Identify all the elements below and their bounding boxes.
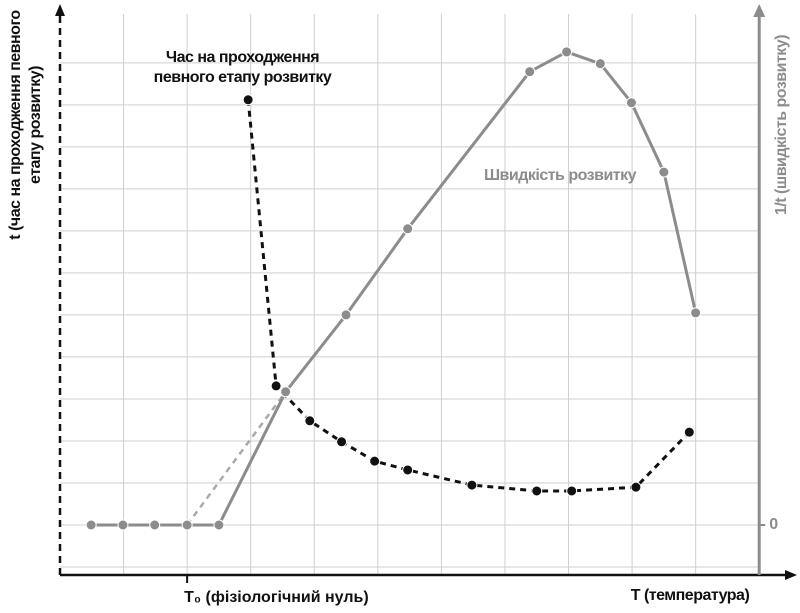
- y-axis-arrow: [55, 4, 65, 16]
- point: [280, 386, 292, 398]
- point: [531, 485, 543, 497]
- x-axis-arrow: [785, 570, 797, 580]
- point: [561, 46, 573, 58]
- point: [213, 519, 225, 531]
- point: [242, 94, 254, 106]
- point: [270, 380, 282, 392]
- x-axis-label: T (температура): [630, 587, 750, 604]
- point: [683, 426, 695, 438]
- point: [402, 223, 414, 235]
- point: [566, 485, 578, 497]
- point: [524, 66, 536, 78]
- point: [402, 464, 414, 476]
- point: [690, 307, 702, 319]
- series-line: [246, 99, 691, 493]
- point: [369, 455, 381, 467]
- point: [117, 519, 129, 531]
- point: [594, 58, 606, 70]
- point: [340, 309, 352, 321]
- point: [304, 415, 316, 427]
- point: [466, 479, 478, 491]
- x-tick-label: T₀ (фізіологічний нуль): [184, 589, 369, 606]
- point: [149, 519, 161, 531]
- point: [336, 436, 348, 448]
- series-label: Швидкість розвитку: [483, 167, 637, 184]
- series-label: Час на проходження певного етапу розвитк…: [153, 49, 332, 86]
- y2-axis-arrow: [753, 4, 766, 17]
- y-axis-label: t (час на проходження певного етапу розв…: [7, 10, 44, 240]
- point: [625, 97, 637, 109]
- y2-tick-label: 0: [769, 516, 778, 533]
- point: [630, 481, 642, 493]
- point: [658, 166, 670, 178]
- series-line: [91, 50, 698, 527]
- point: [181, 519, 193, 531]
- y2-axis-label: 1/t (швидкість розвитку): [773, 34, 790, 216]
- point: [85, 519, 97, 531]
- extrapolation: [186, 391, 287, 526]
